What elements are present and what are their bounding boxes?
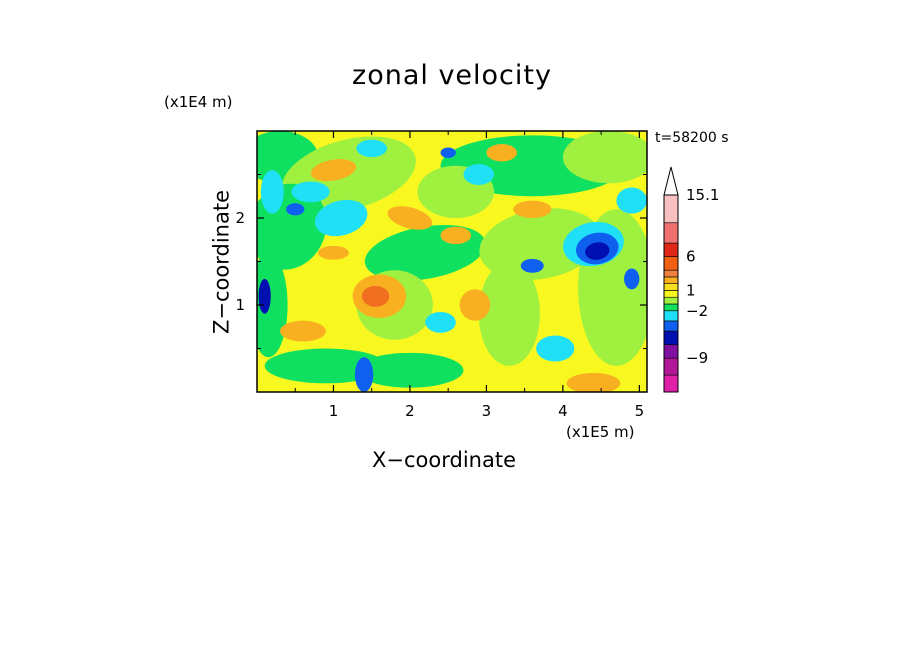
colorbar-label: 15.1: [686, 186, 719, 204]
contour-patch: [314, 199, 368, 237]
contour-patch: [616, 187, 647, 214]
contour-patch: [486, 144, 517, 162]
contour-patch: [387, 206, 433, 230]
y-tick-label: 1: [235, 296, 245, 314]
colorbar-segment: [663, 296, 679, 305]
colorbar-segment: [663, 269, 679, 278]
x-axis-label: X−coordinate: [372, 448, 516, 472]
contour-patch: [566, 372, 621, 392]
contour-patch: [459, 289, 491, 321]
x-tick-label: 5: [635, 402, 645, 420]
colorbar-segment: [663, 357, 679, 376]
colorbar-segment: [663, 330, 679, 345]
contour-patch: [310, 159, 357, 182]
y-tick-label: 2: [235, 209, 245, 227]
contour-patch: [513, 200, 552, 218]
colorbar-segment: [663, 194, 679, 224]
contour-patch: [279, 320, 326, 342]
contour-patch: [479, 208, 601, 280]
colorbar-segment: [663, 344, 679, 359]
colorbar-segment: [663, 320, 679, 332]
x-tick-label: 1: [329, 402, 339, 420]
contour-patch: [585, 242, 610, 260]
time-annotation: t=58200 s: [655, 130, 729, 146]
colorbar-segment: [663, 303, 679, 312]
colorbar-label: 1: [686, 281, 696, 299]
contour-patch: [356, 352, 464, 388]
contour-patch: [520, 258, 544, 273]
colorbar-segment: [663, 256, 679, 271]
colorbar-segment: [663, 242, 679, 257]
contour-patch: [624, 268, 640, 290]
contour-patch: [354, 357, 374, 392]
chart-title: zonal velocity: [352, 60, 552, 91]
contour-patch: [356, 139, 387, 158]
colorbar-segment: [663, 283, 679, 291]
contour-patch: [562, 131, 647, 184]
contour-patch: [425, 311, 456, 333]
contour-field: [257, 131, 647, 392]
contour-patch: [440, 226, 472, 245]
contour-patch: [291, 181, 330, 203]
colorbar-segment: [663, 374, 679, 393]
x-tick-label: 4: [558, 402, 568, 420]
contour-patch: [318, 245, 349, 260]
contour-patch: [258, 278, 271, 314]
colorbar-segment: [663, 290, 679, 298]
colorbar-label: 6: [686, 248, 696, 266]
contour-patch: [440, 147, 456, 158]
contour-patch: [463, 164, 495, 185]
contour-patch: [361, 285, 390, 307]
contour-patch: [536, 335, 575, 362]
contour-patch: [260, 170, 284, 214]
contour-patch: [286, 203, 305, 216]
colorbar-label: −2: [686, 302, 708, 320]
x-tick-label: 2: [405, 402, 415, 420]
colorbar-segment: [663, 222, 679, 244]
colorbar-segment: [663, 310, 679, 322]
x-axis-unit: (x1E5 m): [566, 423, 635, 441]
colorbar-label: −9: [686, 349, 708, 367]
y-axis-unit: (x1E4 m): [164, 93, 233, 111]
colorbar-overflow-arrow: [663, 166, 679, 196]
x-tick-label: 3: [482, 402, 492, 420]
colorbar-frame: [663, 194, 679, 393]
colorbar-segment: [663, 276, 679, 284]
contour-patch: [478, 261, 540, 366]
